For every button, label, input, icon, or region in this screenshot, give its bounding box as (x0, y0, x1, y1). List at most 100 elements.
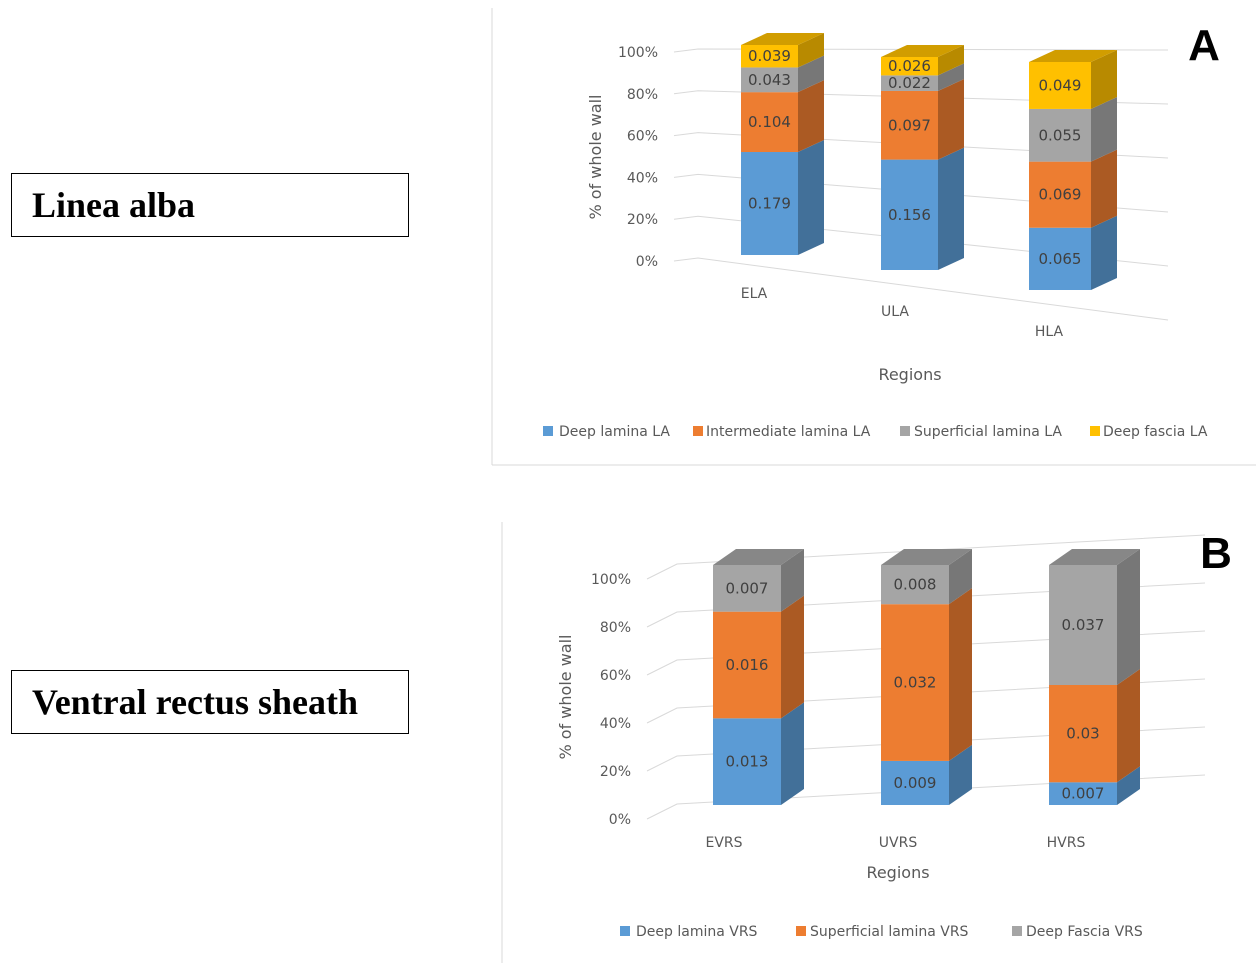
chart-b-gridline (646, 774, 1206, 820)
chart-b-legend-swatch (620, 926, 630, 936)
chart-b-gridline (646, 726, 1206, 772)
chart-b-bar-evrs-deep-fascia-vrs (713, 565, 781, 612)
chart-a-bar-ula-intermediate-lamina-la (881, 90, 938, 160)
chart-a-legend-swatch (543, 426, 553, 436)
chart-a-xtick-label: ELA (741, 286, 768, 302)
chart-a-bar-ula-deep-lamina-la-side (938, 147, 964, 270)
chart-a-bar-hla-intermediate-lamina-la-side (1091, 149, 1117, 228)
chart-a-legend-label: Intermediate lamina LA (706, 424, 871, 440)
chart-b-bar-evrs-deep-lamina-vrs (713, 718, 781, 805)
chart-a-data-label: 0.043 (748, 71, 791, 89)
chart-b-data-label: 0.007 (726, 579, 769, 597)
chart-a-ytick-label: 40% (627, 170, 658, 186)
chart-b-bar-hvrs-superficial-lamina-vrs (1049, 685, 1117, 783)
chart-b-bar-hvrs-deep-lamina-vrs (1049, 782, 1117, 805)
chart-a-legend-swatch (900, 426, 910, 436)
chart-a-data-label: 0.026 (888, 57, 931, 75)
ventral-rectus-sheath-label: Ventral rectus sheath (11, 670, 409, 734)
chart-a-bar-hla-superficial-lamina-la-side (1091, 96, 1117, 162)
chart-a-bar-hla-deep-fascia-la-top (1029, 50, 1117, 62)
chart-a-bar-ela-superficial-lamina-la-side (798, 55, 824, 93)
chart-b-bar-hvrs-deep-fascia-vrs-side (1117, 549, 1140, 685)
chart-b-legend-swatch (796, 926, 806, 936)
chart-a-legend-label: Deep fascia LA (1103, 424, 1208, 440)
chart-b-bar-hvrs-deep-lamina-vrs-side (1117, 766, 1140, 805)
chart-b-gridline (646, 534, 1206, 580)
chart-a-gridline (673, 132, 1169, 159)
chart-a-ylabel: % of whole wall (586, 95, 605, 220)
chart-b-data-label: 0.008 (894, 576, 937, 594)
chart-b-ylabel: % of whole wall (556, 635, 575, 760)
chart-a-bar-ela-deep-fascia-la-side (798, 33, 824, 68)
chart-a-gridline (673, 90, 1169, 105)
chart-a-data-label: 0.097 (888, 116, 931, 134)
chart-a-data-label: 0.039 (748, 47, 791, 65)
chart-b-data-label: 0.032 (894, 674, 937, 692)
chart-b-bar-uvrs-superficial-lamina-vrs-side (949, 588, 972, 761)
chart-b-bar-evrs-deep-fascia-vrs-side (781, 549, 804, 612)
chart-a-bar-ula-intermediate-lamina-la-side (938, 78, 964, 160)
chart-a-bar-ela-superficial-lamina-la (741, 67, 798, 93)
chart-a-legend-label: Superficial lamina LA (914, 424, 1062, 440)
chart-b-data-label: 0.013 (726, 753, 769, 771)
chart-a-xlabel: Regions (878, 365, 941, 384)
chart-a-data-label: 0.179 (748, 195, 791, 213)
chart-a-data-label: 0.055 (1039, 126, 1082, 144)
chart-b-legend-label: Deep lamina VRS (636, 924, 758, 940)
chart-b-gridline (646, 630, 1206, 676)
chart-a-data-label: 0.065 (1039, 250, 1082, 268)
chart-a-data-label: 0.049 (1039, 76, 1082, 94)
chart-a-bar-ela-deep-fascia-la (741, 45, 798, 68)
chart-a-bar-ela-intermediate-lamina-la-side (798, 80, 824, 153)
chart-a-bar-hla-deep-lamina-la (1029, 227, 1091, 290)
chart-a-data-label: 0.022 (888, 74, 931, 92)
chart-a-data-label: 0.069 (1039, 186, 1082, 204)
chart-a-bar-ula-deep-fascia-la-top (881, 45, 964, 57)
chart-a-bar-hla-intermediate-lamina-la (1029, 161, 1091, 228)
chart-a-ytick-label: 80% (627, 87, 658, 103)
chart-a-bar-ela-deep-fascia-la-top (741, 33, 824, 45)
chart-a-panel-letter: A (1188, 21, 1220, 70)
chart-b-bar-uvrs-superficial-lamina-vrs (881, 604, 949, 761)
chart-b-legend-label: Superficial lamina VRS (810, 924, 969, 940)
chart-a-legend-swatch (1090, 426, 1100, 436)
chart-b-data-label: 0.007 (1062, 785, 1105, 803)
chart-a-bar-hla-deep-fascia-la-side (1091, 50, 1117, 109)
chart-a-xtick-label: ULA (881, 304, 909, 320)
chart-b-ytick-label: 80% (600, 620, 631, 636)
chart-b-bar-hvrs-superficial-lamina-vrs-side (1117, 669, 1140, 783)
chart-b-legend-swatch (1012, 926, 1022, 936)
chart-a-bar-hla-deep-lamina-la-side (1091, 215, 1117, 290)
chart-b-bar-uvrs-deep-fascia-vrs-top (881, 549, 972, 565)
chart-a-data-label: 0.156 (888, 206, 931, 224)
chart-b-xlabel: Regions (866, 863, 929, 882)
chart-b-bar-hvrs-deep-fascia-vrs (1049, 565, 1117, 685)
chart-b-bar-uvrs-deep-lamina-vrs-side (949, 744, 972, 805)
chart-b-bar-uvrs-deep-fascia-vrs (881, 565, 949, 605)
chart-b-data-label: 0.03 (1066, 725, 1099, 743)
chart-a-bar-ula-superficial-lamina-la (881, 75, 938, 91)
chart-a-bar-ela-deep-lamina-la-side (798, 140, 824, 255)
chart-a-bar-ula-deep-fascia-la (881, 57, 938, 76)
chart-b-bar-hvrs-deep-fascia-vrs-top (1049, 549, 1140, 565)
chart-a-bar-hla-deep-fascia-la (1029, 62, 1091, 109)
chart-a-bar-ela-intermediate-lamina-la (741, 92, 798, 153)
chart-b-ytick-label: 0% (609, 812, 631, 828)
chart-b-ytick-label: 60% (600, 668, 631, 684)
chart-b-bar-uvrs-deep-lamina-vrs (881, 760, 949, 805)
chart-b-data-label: 0.016 (726, 656, 769, 674)
chart-a-bar-hla-superficial-lamina-la (1029, 108, 1091, 162)
chart-b-gridline (646, 678, 1206, 724)
chart-a-data-label: 0.104 (748, 113, 791, 131)
chart-b-bar-evrs-superficial-lamina-vrs (713, 611, 781, 719)
chart-b-data-label: 0.037 (1062, 616, 1105, 634)
chart-a-gridline (673, 215, 1169, 267)
chart-b-gridline (646, 582, 1206, 628)
chart-b-bar-evrs-deep-fascia-vrs-top (713, 549, 804, 565)
chart-a-legend-label: Deep lamina LA (559, 424, 670, 440)
chart-b-bar-uvrs-deep-fascia-vrs-side (949, 549, 972, 605)
chart-a-gridline (673, 48, 1169, 53)
chart-b-data-label: 0.009 (894, 774, 937, 792)
